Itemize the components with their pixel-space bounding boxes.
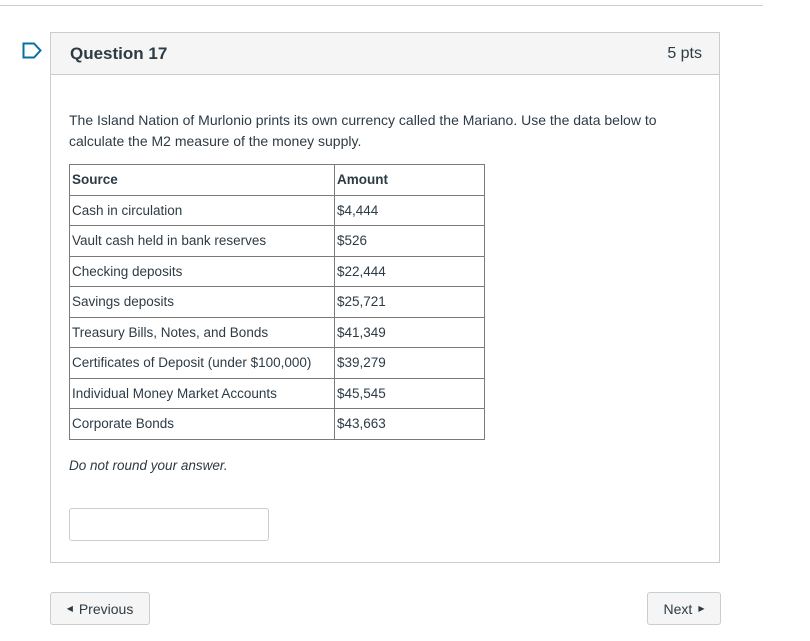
- question-title: Question 17: [70, 43, 168, 63]
- next-label: Next: [663, 600, 693, 617]
- question-text: The Island Nation of Murlonio prints its…: [69, 112, 657, 149]
- question-card: Question 17 5 pts The Island Nation of M…: [50, 32, 720, 563]
- table-row: Cash in circulation $4,444: [69, 194, 485, 226]
- table-cell-source: Treasury Bills, Notes, and Bonds: [69, 316, 335, 348]
- table-cell-source: Certificates of Deposit (under $100,000): [69, 347, 335, 379]
- table-cell-amount: $4,444: [334, 194, 485, 226]
- table-cell-amount: $25,721: [334, 286, 485, 318]
- table-cell-amount: $22,444: [334, 255, 485, 287]
- instruction-hint: Do not round your answer.: [69, 457, 228, 473]
- table-cell-source: Cash in circulation: [69, 194, 335, 226]
- table-row: Treasury Bills, Notes, and Bonds $41,349: [69, 316, 485, 348]
- table-cell-source: Corporate Bonds: [69, 408, 335, 440]
- table-cell-source: Individual Money Market Accounts: [69, 377, 335, 409]
- table-row: Checking deposits $22,444: [69, 255, 485, 287]
- table-cell-source: Vault cash held in bank reserves: [69, 225, 335, 257]
- table-cell-amount: $41,349: [334, 316, 485, 348]
- table-row: Corporate Bonds $43,663: [69, 408, 485, 440]
- data-table: Source Amount Cash in circulation $4,444…: [69, 164, 485, 440]
- question-header: Question 17 5 pts: [51, 33, 719, 75]
- caret-right-icon: ▶: [698, 603, 705, 613]
- table-cell-amount: $526: [334, 225, 485, 257]
- table-row: Certificates of Deposit (under $100,000)…: [69, 347, 485, 379]
- table-row: Individual Money Market Accounts $45,545: [69, 377, 485, 409]
- question-points: 5 pts: [667, 44, 702, 62]
- table-cell-amount: $45,545: [334, 377, 485, 409]
- question-body: The Island Nation of Murlonio prints its…: [51, 110, 719, 541]
- answer-input[interactable]: [69, 507, 269, 541]
- next-button[interactable]: Next ▶: [647, 592, 721, 625]
- top-divider: [0, 5, 763, 6]
- table-cell-source: Savings deposits: [69, 286, 335, 318]
- table-row: Vault cash held in bank reserves $526: [69, 225, 485, 257]
- table-header-amount: Amount: [334, 164, 485, 196]
- table-cell-amount: $43,663: [334, 408, 485, 440]
- table-header-source: Source: [69, 164, 335, 196]
- table-cell-source: Checking deposits: [69, 255, 335, 287]
- bookmark-flag-icon[interactable]: [22, 42, 42, 59]
- table-cell-amount: $39,279: [334, 347, 485, 379]
- table-row: Savings deposits $25,721: [69, 286, 485, 318]
- previous-label: Previous: [78, 600, 134, 617]
- caret-left-icon: ◀: [66, 603, 73, 613]
- previous-button[interactable]: ◀ Previous: [50, 592, 150, 625]
- table-header-row: Source Amount: [69, 164, 485, 196]
